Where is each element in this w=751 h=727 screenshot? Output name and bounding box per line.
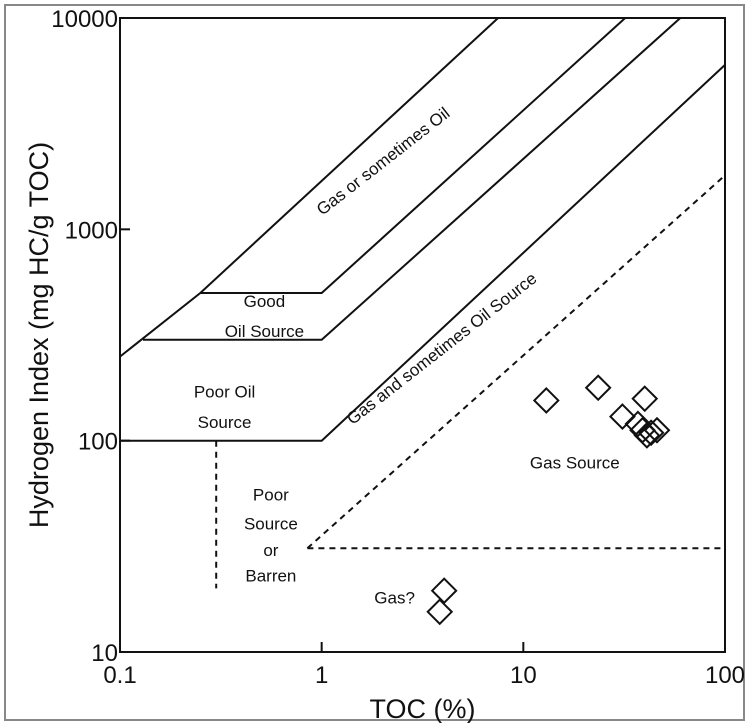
region-label: Gas Source [530,453,620,472]
data-point-diamond [637,419,665,447]
boundary-line [119,17,499,358]
region-label: Poor Oil [194,383,255,402]
y-tick-label: 10000 [51,6,118,33]
data-point-diamond [631,385,659,413]
region-label: or [263,541,278,560]
data-point-diamond [624,410,652,438]
data-point-diamond [430,577,458,605]
data-point-diamond [532,387,560,414]
region-label: Good [244,292,286,311]
boundary-line [143,17,681,341]
data-point-diamond [633,421,661,449]
data-point-diamond [584,374,612,402]
chart-frame: 0.1 1 10 100 10 100 1000 10000 TOC (%) Hydrogen I… [4,4,745,723]
region-label: Gas? [374,588,415,607]
y-tick-label: 1000 [65,217,118,244]
data-point-diamond [643,416,671,444]
region-label: Barren [245,567,296,586]
data-point-diamond [609,403,636,431]
region-label: Oil Source [225,322,304,341]
plot-area-border [119,17,726,653]
x-axis-title: TOC (%) [370,694,476,723]
boundary-line [200,17,626,294]
x-tick-label: 0.1 [103,662,136,689]
x-tick-label: 10 [510,662,537,689]
y-tick-label: 10 [91,640,118,667]
y-tick-label: 100 [78,429,118,456]
x-tick-label: 100 [705,662,745,689]
x-tick-label: 1 [315,662,328,689]
y-axis-title: Hydrogen Index (mg HC/g TOC) [24,142,54,528]
boundary-line [120,64,726,442]
data-point-diamond [426,598,454,626]
dashed-boundary-line [306,174,726,549]
region-label: Gas or sometimes Oil [313,104,453,220]
region-label: Poor [253,486,289,505]
toc-hi-chart: 0.1 1 10 100 10 100 1000 10000 TOC (%) Hydrogen I… [24,6,745,723]
region-label: Source [244,514,298,533]
region-label: Source [198,413,252,432]
